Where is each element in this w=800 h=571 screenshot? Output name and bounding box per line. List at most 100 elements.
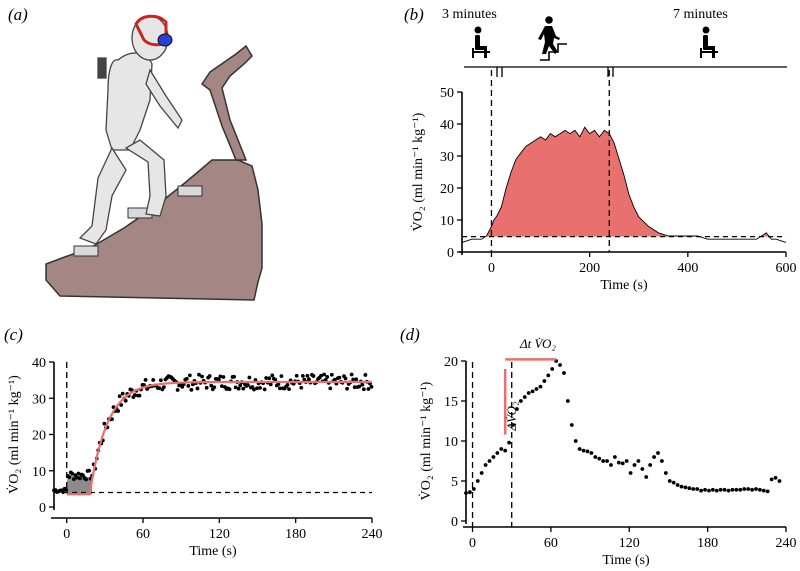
x-tick-label: 0 xyxy=(488,261,495,276)
data-point xyxy=(652,455,656,459)
data-point xyxy=(483,463,488,467)
seated-person-icon xyxy=(700,26,718,58)
data-point xyxy=(738,487,743,492)
data-point xyxy=(507,440,512,445)
data-point xyxy=(464,491,468,495)
data-point xyxy=(204,385,209,390)
data-point xyxy=(74,475,79,480)
data-point xyxy=(158,378,163,383)
data-point xyxy=(605,459,609,463)
stair-step xyxy=(73,245,99,257)
data-point xyxy=(730,487,735,492)
data-point xyxy=(328,386,333,391)
data-point xyxy=(511,423,515,427)
data-point xyxy=(640,467,645,471)
data-point xyxy=(270,373,275,378)
data-point xyxy=(765,489,770,494)
data-point xyxy=(628,471,633,475)
y-tick-label: 20 xyxy=(444,355,458,370)
data-point xyxy=(620,461,625,466)
y-tick-label: 0 xyxy=(451,515,458,530)
data-point xyxy=(247,375,252,380)
y-tick-label: 5 xyxy=(451,475,458,490)
stair-climber-icon xyxy=(538,16,567,61)
data-point xyxy=(207,374,212,378)
data-point xyxy=(593,455,598,459)
stair-machine-handle xyxy=(200,44,253,161)
data-point xyxy=(345,386,349,391)
data-point xyxy=(329,372,334,377)
data-point xyxy=(757,487,762,492)
data-point xyxy=(294,373,299,378)
y-tick-label: 40 xyxy=(32,356,46,371)
data-point xyxy=(515,407,519,411)
data-point xyxy=(252,387,256,392)
data-point xyxy=(195,386,200,391)
data-point xyxy=(200,374,204,379)
data-point xyxy=(683,485,688,490)
data-point xyxy=(354,377,359,382)
data-point xyxy=(734,487,739,492)
data-point xyxy=(722,487,727,492)
data-point xyxy=(644,475,649,479)
y-axis-label: V̇O₂ (ml min⁻¹ kg⁻¹) xyxy=(417,381,434,500)
data-point xyxy=(538,384,543,389)
stair-machine-body xyxy=(45,159,263,301)
data-point xyxy=(319,373,324,378)
data-point xyxy=(660,459,664,463)
data-point xyxy=(663,471,668,475)
panel-b: (b) 3 minutes 7 minutes xyxy=(404,5,797,293)
panel-c: (c) 0 10 20 30 40 0 60 120 180 240 Time (s) V̇O₂ (m… xyxy=(4,325,383,559)
data-point xyxy=(518,399,523,403)
phase-label-rest: 3 minutes xyxy=(442,7,497,22)
data-point xyxy=(526,391,531,395)
data-point xyxy=(777,479,782,483)
x-axis-label: Time (s) xyxy=(600,278,648,293)
data-point xyxy=(110,417,114,422)
data-point xyxy=(597,456,602,461)
data-point xyxy=(569,423,574,427)
data-point xyxy=(585,449,590,454)
data-point xyxy=(534,387,539,391)
data-point xyxy=(305,373,310,378)
data-point xyxy=(360,382,365,387)
data-point xyxy=(671,480,676,485)
chart-c: 0 10 20 30 40 0 60 120 180 240 Time (s) V̇O₂ (ml mi… xyxy=(5,356,382,559)
data-point xyxy=(299,385,304,390)
data-point xyxy=(679,484,684,489)
y-tick-label: 10 xyxy=(444,435,458,450)
data-point xyxy=(577,447,582,451)
x-axis-label: Time (s) xyxy=(602,553,650,568)
data-point xyxy=(258,385,262,390)
data-point xyxy=(499,447,504,451)
panel-c-label: (c) xyxy=(4,325,23,344)
x-tick-label: 120 xyxy=(209,527,230,542)
data-point xyxy=(64,488,69,492)
chart-d: 0 5 10 15 20 0 60 120 180 240 Time (s) V̇O₂ (ml min… xyxy=(417,336,796,568)
x-tick-label: 60 xyxy=(544,536,558,551)
data-point xyxy=(70,471,75,476)
data-point xyxy=(471,487,476,491)
data-point xyxy=(267,376,272,381)
phase-label-recovery: 7 minutes xyxy=(673,7,728,22)
data-point xyxy=(216,377,221,382)
data-point xyxy=(542,379,547,383)
data-point xyxy=(84,477,88,482)
data-point xyxy=(707,488,711,493)
chart-b: 0 10 20 30 40 50 0 200 400 600 Time (s) V̇O₂ (ml mi… xyxy=(409,70,797,293)
data-point xyxy=(468,490,472,495)
data-point xyxy=(227,387,232,392)
data-point xyxy=(276,382,281,386)
data-point xyxy=(218,374,223,379)
data-point xyxy=(546,373,551,378)
data-point xyxy=(117,394,122,399)
data-point xyxy=(601,459,606,463)
data-point xyxy=(245,383,250,387)
delta-t-annotation: Δt V̇O₂ xyxy=(519,336,556,351)
x-tick-label: 0 xyxy=(469,536,476,551)
y-axis-label: V̇O₂ (ml min⁻¹ kg⁻¹) xyxy=(409,112,426,231)
vo2-area-fill xyxy=(485,127,770,237)
data-point xyxy=(232,374,237,379)
data-point xyxy=(268,382,273,387)
